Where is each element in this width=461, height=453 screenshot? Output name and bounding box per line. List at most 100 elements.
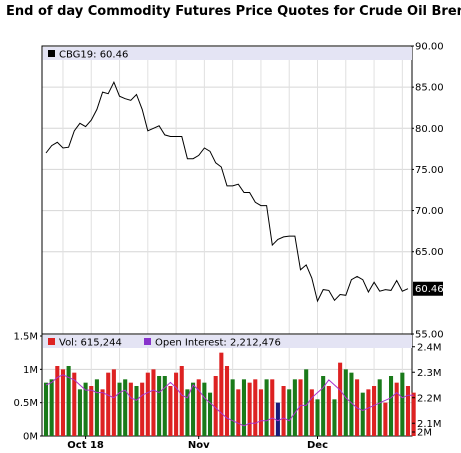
last-price-marker: 60.46 xyxy=(413,281,444,296)
volume-bar xyxy=(213,376,218,436)
volume-bar xyxy=(89,386,94,436)
volume-bar xyxy=(106,372,111,436)
volume-bar xyxy=(174,372,179,436)
volume-bar xyxy=(405,386,411,436)
price-axis-right: 90.00 85.00 80.00 75.00 70.00 65.00 55.00 xyxy=(412,42,444,341)
price-tick-label: 70.00 xyxy=(415,206,444,217)
volume-bar xyxy=(349,372,354,436)
volume-bar xyxy=(247,382,252,436)
open-interest-series xyxy=(45,374,414,427)
legend-swatch-volume xyxy=(48,338,55,345)
volume-bar xyxy=(151,369,156,436)
price-panel-frame xyxy=(41,45,413,335)
open-interest-tick-label: 2M xyxy=(417,428,432,439)
x-tick-label: Oct 18 xyxy=(67,440,104,451)
volume-tick-label: 1.5M xyxy=(13,332,38,343)
volume-bar xyxy=(388,376,394,436)
x-axis-labels: Oct 18 Nov Dec xyxy=(67,436,328,451)
price-tick-label: 85.00 xyxy=(415,83,444,94)
volume-bar xyxy=(372,386,377,436)
volume-bar xyxy=(202,382,207,436)
volume-bar xyxy=(264,379,269,436)
open-interest-tick-label: 2.4M xyxy=(417,342,442,353)
volume-bar xyxy=(298,379,303,436)
open-interest-line xyxy=(45,374,414,427)
volume-tick-label: 1M xyxy=(23,365,38,376)
volume-bar xyxy=(123,379,128,436)
volume-bar xyxy=(196,379,201,436)
volume-bar xyxy=(383,402,388,436)
legend-swatch-price xyxy=(48,50,55,57)
volume-bar xyxy=(224,366,230,436)
volume-bar xyxy=(134,386,139,436)
volume-bar xyxy=(77,389,82,436)
volume-legend-band xyxy=(43,335,412,348)
volume-bar xyxy=(185,389,190,436)
price-series xyxy=(45,80,409,303)
volume-bar xyxy=(281,386,286,436)
volume-bar xyxy=(258,389,263,436)
volume-bar xyxy=(72,372,77,436)
volume-bar xyxy=(49,379,54,436)
price-line xyxy=(45,80,409,303)
volume-bar xyxy=(326,386,331,436)
volume-axis-left: 1.5M 1M 0.5M 0M xyxy=(13,332,42,443)
volume-bar xyxy=(304,369,309,436)
volume-bar xyxy=(241,379,247,436)
x-tick-label: Dec xyxy=(307,440,328,451)
volume-bar xyxy=(83,382,88,436)
volume-bar xyxy=(94,379,99,436)
legend-swatch-open-interest xyxy=(144,338,151,345)
volume-bar xyxy=(168,386,173,436)
volume-bar xyxy=(128,382,133,436)
price-tick-label: 75.00 xyxy=(415,165,444,176)
volume-bar xyxy=(287,389,292,436)
volume-bar xyxy=(111,369,116,436)
volume-bar xyxy=(377,379,382,436)
volume-bar xyxy=(140,382,145,436)
volume-bar xyxy=(394,382,399,436)
price-tick-label: 55.00 xyxy=(415,330,444,341)
volume-bar xyxy=(179,366,184,436)
volume-bar xyxy=(360,392,365,436)
volume-bar xyxy=(275,402,280,436)
volume-bar xyxy=(43,382,49,436)
volume-bar xyxy=(66,366,71,436)
volume-bar xyxy=(270,379,275,436)
volume-bar xyxy=(162,376,167,436)
volume-tick-label: 0M xyxy=(23,432,38,443)
volume-bar xyxy=(191,382,196,436)
price-tick-label: 90.00 xyxy=(415,42,444,53)
price-tick-label: 80.00 xyxy=(415,124,444,135)
volume-bar xyxy=(411,392,416,436)
volume-bar xyxy=(230,379,235,436)
legend-label-volume: Vol: 615,244 xyxy=(59,338,122,349)
volume-bar xyxy=(309,389,314,436)
last-price-label: 60.46 xyxy=(415,284,444,295)
volume-bar xyxy=(321,376,326,436)
volume-bar xyxy=(207,392,213,436)
volume-bar xyxy=(338,362,343,436)
volume-bar xyxy=(315,399,320,436)
open-interest-tick-label: 2.2M xyxy=(417,393,442,404)
volume-bar xyxy=(332,399,337,436)
volume-bar xyxy=(55,366,60,436)
volume-tick-label: 0.5M xyxy=(13,398,38,409)
x-tick-label: Nov xyxy=(188,440,210,451)
volume-bar xyxy=(145,372,150,436)
open-interest-tick-label: 2.3M xyxy=(417,368,442,379)
price-legend: CBG19: 60.46 xyxy=(43,47,412,61)
volume-bar xyxy=(117,382,122,436)
volume-bar xyxy=(400,372,405,436)
volume-bar xyxy=(100,389,105,436)
legend-label-open-interest: Open Interest: 2,212,476 xyxy=(155,338,281,349)
legend-band xyxy=(43,47,412,60)
volume-bar xyxy=(292,379,297,436)
open-interest-tick-label: 2.1M xyxy=(417,419,442,430)
volume-bar xyxy=(366,389,371,436)
volume-bars xyxy=(43,352,416,436)
volume-bar xyxy=(157,376,162,436)
volume-legend: Vol: 615,244 Open Interest: 2,212,476 xyxy=(43,335,412,349)
volume-bar xyxy=(253,379,258,436)
